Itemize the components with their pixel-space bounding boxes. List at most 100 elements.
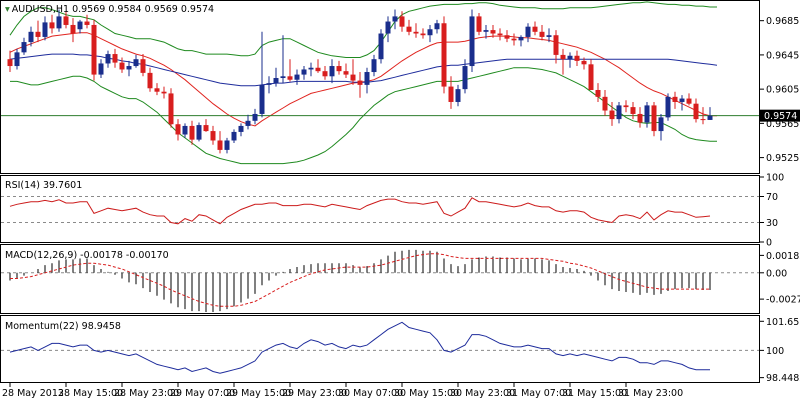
- candle-body: [266, 83, 272, 85]
- candle-body: [707, 115, 713, 120]
- candle-body: [679, 98, 685, 102]
- rsi-pane: 100 70 30 0: [1, 173, 784, 249]
- rsi-axis-tick-label: 100: [766, 173, 784, 184]
- candle-body: [602, 96, 608, 111]
- candle-body: [672, 96, 678, 102]
- ma_slow-line: [9, 53, 718, 87]
- time-tick-label: 29 May 07:00: [170, 388, 235, 399]
- rsi-axis-tick-label: 30: [766, 218, 778, 229]
- candle-body: [203, 125, 209, 132]
- candle-body: [56, 16, 62, 29]
- candle-body: [434, 23, 440, 30]
- candle-body: [322, 71, 328, 77]
- price-axis-tick-label: 0.9685: [766, 16, 799, 27]
- candle-body: [693, 103, 699, 120]
- price-axis-tick-label: 0.9645: [766, 50, 799, 61]
- time-tick-label: 30 May 15:00: [394, 388, 459, 399]
- candle-body: [112, 54, 118, 63]
- candle-body: [623, 105, 629, 108]
- candle-body: [98, 63, 104, 75]
- rsi-pane-title: RSI(14) 39.7601: [5, 180, 82, 191]
- candle-body: [392, 16, 398, 22]
- candle-body: [574, 55, 580, 61]
- last-price-badge: [760, 109, 800, 122]
- candle-body: [126, 66, 132, 70]
- candle-body: [644, 105, 650, 123]
- macd-axis-tick-label: 0.00182: [766, 251, 800, 262]
- candle-body: [539, 31, 545, 37]
- candle-body: [651, 105, 657, 132]
- candle-body: [469, 16, 475, 67]
- candle-body: [518, 36, 524, 41]
- candle-body: [154, 88, 160, 92]
- candle-body: [581, 60, 587, 65]
- candle-body: [273, 78, 279, 84]
- candle-body: [168, 93, 174, 125]
- candle-body: [210, 131, 216, 141]
- candle-body: [7, 59, 13, 67]
- time-tick-label: 30 May 23:00: [450, 388, 515, 399]
- candle-body: [84, 21, 90, 25]
- candle-body: [343, 71, 349, 75]
- candle-body: [441, 23, 447, 87]
- candle-body: [630, 107, 636, 114]
- candle-body: [511, 38, 517, 41]
- candle-body: [658, 117, 664, 132]
- candle-body: [336, 66, 342, 72]
- candle-body: [189, 125, 195, 140]
- last-price-label: 0.9574: [764, 111, 797, 122]
- candle-body: [448, 86, 454, 102]
- time-tick-label: 31 May 23:00: [618, 388, 683, 399]
- momentum-pane-title: Momentum(22) 98.9458: [5, 321, 121, 332]
- candle-body: [399, 16, 405, 27]
- candle-body: [301, 69, 307, 75]
- candle-body: [595, 89, 601, 97]
- candle-body: [182, 125, 188, 135]
- price-pane: 0.9685 0.9645 0.9605 0.9565 0.9525 0.9574: [1, 1, 800, 165]
- candle-body: [588, 64, 594, 90]
- time-tick-label: 29 May 23:00: [282, 388, 347, 399]
- rsi-pane-frame[interactable]: [0, 175, 760, 243]
- candle-body: [231, 131, 237, 141]
- time-tick-label: 28 May 23:00: [114, 388, 179, 399]
- candle-body: [546, 35, 552, 37]
- candle-body: [504, 35, 510, 39]
- candle-body: [665, 96, 671, 118]
- price-pane-title: ▾ AUDUSD,H1 0.9569 0.9584 0.9569 0.9574: [5, 4, 214, 15]
- momentum-pane-frame[interactable]: [0, 315, 760, 383]
- price-pane-frame[interactable]: [0, 0, 760, 174]
- macd-pane: 0.00182 0.00 -0.00275: [1, 249, 800, 313]
- candle-body: [553, 35, 559, 55]
- candle-body: [14, 52, 20, 67]
- candle-body: [385, 21, 391, 34]
- candle-body: [455, 89, 461, 102]
- candle-body: [308, 67, 314, 70]
- candle-body: [427, 29, 433, 36]
- rsi-axis-tick-label: 70: [766, 192, 778, 203]
- rsi-line: [9, 197, 711, 225]
- symbol-icon: ▾: [5, 4, 10, 15]
- candle-body: [560, 54, 566, 60]
- candle-body: [462, 66, 468, 90]
- candle-body: [476, 16, 482, 32]
- candle-body: [196, 125, 202, 140]
- candle-body: [70, 24, 76, 34]
- candle-body: [140, 59, 146, 73]
- candle-body: [378, 33, 384, 60]
- candle-body: [616, 105, 622, 120]
- candle-body: [329, 66, 335, 77]
- candle-body: [175, 124, 181, 135]
- candle-body: [287, 76, 293, 80]
- time-tick-label: 31 May 07:00: [506, 388, 571, 399]
- macd-signal-line: [10, 253, 710, 307]
- candle-body: [567, 55, 573, 60]
- price-axis-tick-label: 0.9525: [766, 153, 799, 164]
- rsi-axis-tick-label: 0: [766, 238, 772, 249]
- price-title-text: AUDUSD,H1 0.9569 0.9584 0.9569 0.9574: [12, 4, 214, 15]
- candle-body: [294, 74, 300, 80]
- candle-body: [497, 33, 503, 36]
